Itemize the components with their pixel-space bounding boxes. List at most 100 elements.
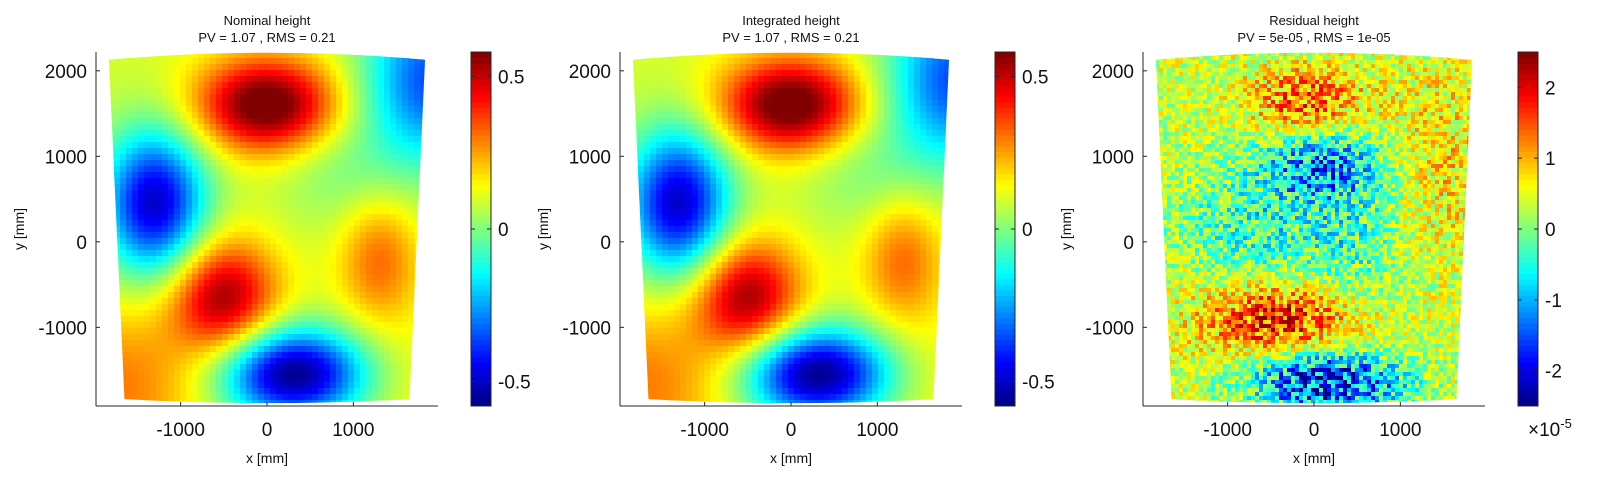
heatmap-cell xyxy=(192,52,199,59)
heatmap-cell xyxy=(674,112,681,119)
heatmap-cell xyxy=(114,268,121,275)
heatmap-cell xyxy=(126,100,133,107)
heatmap-cell xyxy=(384,178,391,185)
heatmap-cell xyxy=(228,238,235,245)
heatmap-cell xyxy=(192,364,199,371)
heatmap-cell xyxy=(282,196,289,203)
colorbar-swatch xyxy=(471,52,491,59)
heatmap-cell xyxy=(336,58,343,65)
heatmap-cell xyxy=(204,118,211,125)
heatmap-cell xyxy=(192,208,199,215)
heatmap-cell xyxy=(312,280,319,287)
heatmap-cell xyxy=(192,214,199,221)
heatmap-cell xyxy=(264,376,271,383)
heatmap-cell xyxy=(216,310,223,317)
integrated-height-panel: Integrated height PV = 1.07 , RMS = 0.21… xyxy=(524,0,1063,481)
heatmap-cell xyxy=(710,124,717,131)
heatmap-cell xyxy=(686,124,693,131)
heatmap-cell xyxy=(180,286,187,293)
heatmap-cell xyxy=(776,118,783,125)
heatmap-cell xyxy=(674,154,681,161)
heatmap-cell xyxy=(920,172,927,179)
heatmap-cell xyxy=(420,88,426,95)
heatmap-cell xyxy=(920,70,927,77)
heatmap-cell xyxy=(294,256,301,263)
heatmap-cell xyxy=(264,328,271,335)
heatmap-cell xyxy=(812,58,819,65)
heatmap-cell xyxy=(378,388,385,395)
heatmap-cell xyxy=(408,202,415,209)
heatmap-cell xyxy=(806,136,813,143)
heatmap-cell xyxy=(204,190,211,197)
heatmap-cell xyxy=(132,184,139,191)
heatmap-cell xyxy=(204,82,211,89)
heatmap-cell xyxy=(222,400,229,404)
heatmap-cell xyxy=(348,52,355,59)
heatmap-cell xyxy=(776,52,783,59)
heatmap-cell xyxy=(866,100,873,107)
heatmap-cell xyxy=(264,250,271,257)
heatmap-cell xyxy=(884,100,891,107)
heatmap-cell xyxy=(174,364,181,371)
heatmap-cell xyxy=(162,82,169,89)
heatmap-cell xyxy=(210,118,217,125)
heatmap-cell xyxy=(126,130,133,137)
heatmap-cell xyxy=(318,280,325,287)
heatmap-cell xyxy=(938,124,945,131)
heatmap-cell xyxy=(354,376,361,383)
heatmap-cell xyxy=(932,172,939,179)
heatmap-cell xyxy=(270,184,277,191)
heatmap-cell xyxy=(372,88,379,95)
heatmap-cell xyxy=(884,166,891,173)
heatmap-cell xyxy=(102,154,109,161)
heatmap-cell xyxy=(366,130,373,137)
heatmap-cell xyxy=(216,286,223,293)
heatmap-cell xyxy=(108,100,115,107)
heatmap-cell xyxy=(240,346,247,353)
heatmap-cell xyxy=(264,52,271,59)
heatmap-cell xyxy=(348,136,355,143)
heatmap-cell xyxy=(300,106,307,113)
heatmap-cell xyxy=(294,244,301,251)
heatmap-cell xyxy=(240,310,247,317)
heatmap-cell xyxy=(102,100,109,107)
heatmap-cell xyxy=(342,76,349,83)
heatmap-cell xyxy=(216,400,223,404)
heatmap-cell xyxy=(878,148,885,155)
heatmap-cell xyxy=(324,364,331,371)
heatmap-cell xyxy=(902,82,909,89)
heatmap-cell xyxy=(186,94,193,101)
heatmap-cell xyxy=(96,340,103,347)
heatmap-cell xyxy=(378,292,385,299)
heatmap-cell xyxy=(108,322,115,329)
heatmap-cell xyxy=(324,376,331,383)
heatmap-cell xyxy=(168,394,175,401)
heatmap-cell xyxy=(180,166,187,173)
heatmap-cell xyxy=(848,76,855,83)
colorbar-swatch xyxy=(471,383,491,390)
heatmap-cell xyxy=(216,64,223,71)
heatmap-cell xyxy=(156,88,163,95)
heatmap-cell xyxy=(204,94,211,101)
heatmap-cell xyxy=(728,184,735,191)
heatmap-cell xyxy=(956,166,963,173)
heatmap-cell xyxy=(174,370,181,377)
heatmap-cell xyxy=(330,106,337,113)
heatmap-cell xyxy=(836,196,843,203)
heatmap-cell xyxy=(848,190,855,197)
heatmap-cell xyxy=(932,202,939,209)
heatmap-cell xyxy=(108,166,115,173)
heatmap-cell xyxy=(168,76,175,83)
heatmap-cell xyxy=(656,166,663,173)
heatmap-cell xyxy=(752,64,759,71)
heatmap-cell xyxy=(396,298,403,305)
heatmap-cell xyxy=(908,172,915,179)
heatmap-cell xyxy=(336,172,343,179)
heatmap-cell xyxy=(734,100,741,107)
heatmap-cell xyxy=(258,142,265,149)
heatmap-cell xyxy=(330,232,337,239)
heatmap-cell xyxy=(770,124,777,131)
heatmap-cell xyxy=(162,154,169,161)
heatmap-cell xyxy=(938,58,945,65)
heatmap-cell xyxy=(836,142,843,149)
